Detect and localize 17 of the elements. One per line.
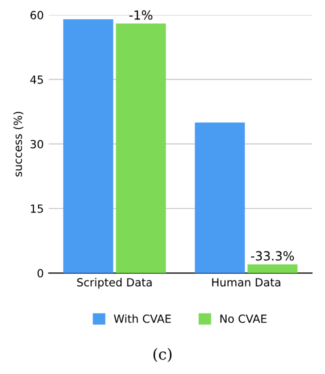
y-tick-label: 15 <box>30 204 43 213</box>
bar <box>194 122 245 274</box>
y-tick-label: 60 <box>30 10 44 20</box>
annotation: -33.3% <box>251 251 294 261</box>
bar <box>248 264 298 274</box>
bar <box>116 24 166 274</box>
legend-label: With CVAE <box>114 314 171 323</box>
text: (c) <box>153 348 172 362</box>
y-tick-label: 30 <box>30 140 44 148</box>
bar <box>63 19 114 274</box>
y-tick-label: 0 <box>38 268 44 278</box>
y-tick-label: 45 <box>30 76 43 84</box>
x-tick-label: Scripted Data <box>77 278 152 289</box>
annotation: -1% <box>129 10 152 20</box>
legend-label: No CVAE <box>220 314 267 323</box>
x-tick-label: Human Data <box>212 278 280 286</box>
y-axis-title: success (%) <box>13 112 24 176</box>
